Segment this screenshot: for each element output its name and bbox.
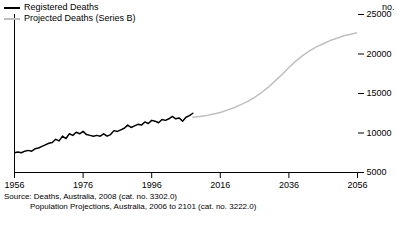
svg-text:2016: 2016 — [210, 180, 230, 190]
svg-text:2056: 2056 — [347, 180, 367, 190]
svg-text:10000: 10000 — [367, 128, 392, 138]
svg-text:20000: 20000 — [367, 49, 392, 59]
svg-text:25000: 25000 — [366, 9, 392, 20]
html-text:Source: Deaths, Australia, 200: Source: Deaths, Australia, 2008 (cat. no… — [4, 192, 177, 201]
svg-text:2036: 2036 — [279, 180, 299, 190]
svg-text:1996: 1996 — [142, 180, 162, 190]
html-text:Population Projections, Austra: Population Projections, Australia, 2006 … — [30, 202, 257, 211]
html-text:Registered Deaths: Registered Deaths — [24, 2, 99, 12]
html-text:Projected Deaths (Series B): Projected Deaths (Series B) — [24, 13, 136, 23]
svg-text:no.: no. — [382, 2, 395, 12]
svg-text:15000: 15000 — [367, 88, 392, 98]
svg-text:1956: 1956 — [4, 180, 24, 190]
svg-text:5000: 5000 — [367, 167, 387, 177]
svg-text:1976: 1976 — [73, 180, 93, 190]
